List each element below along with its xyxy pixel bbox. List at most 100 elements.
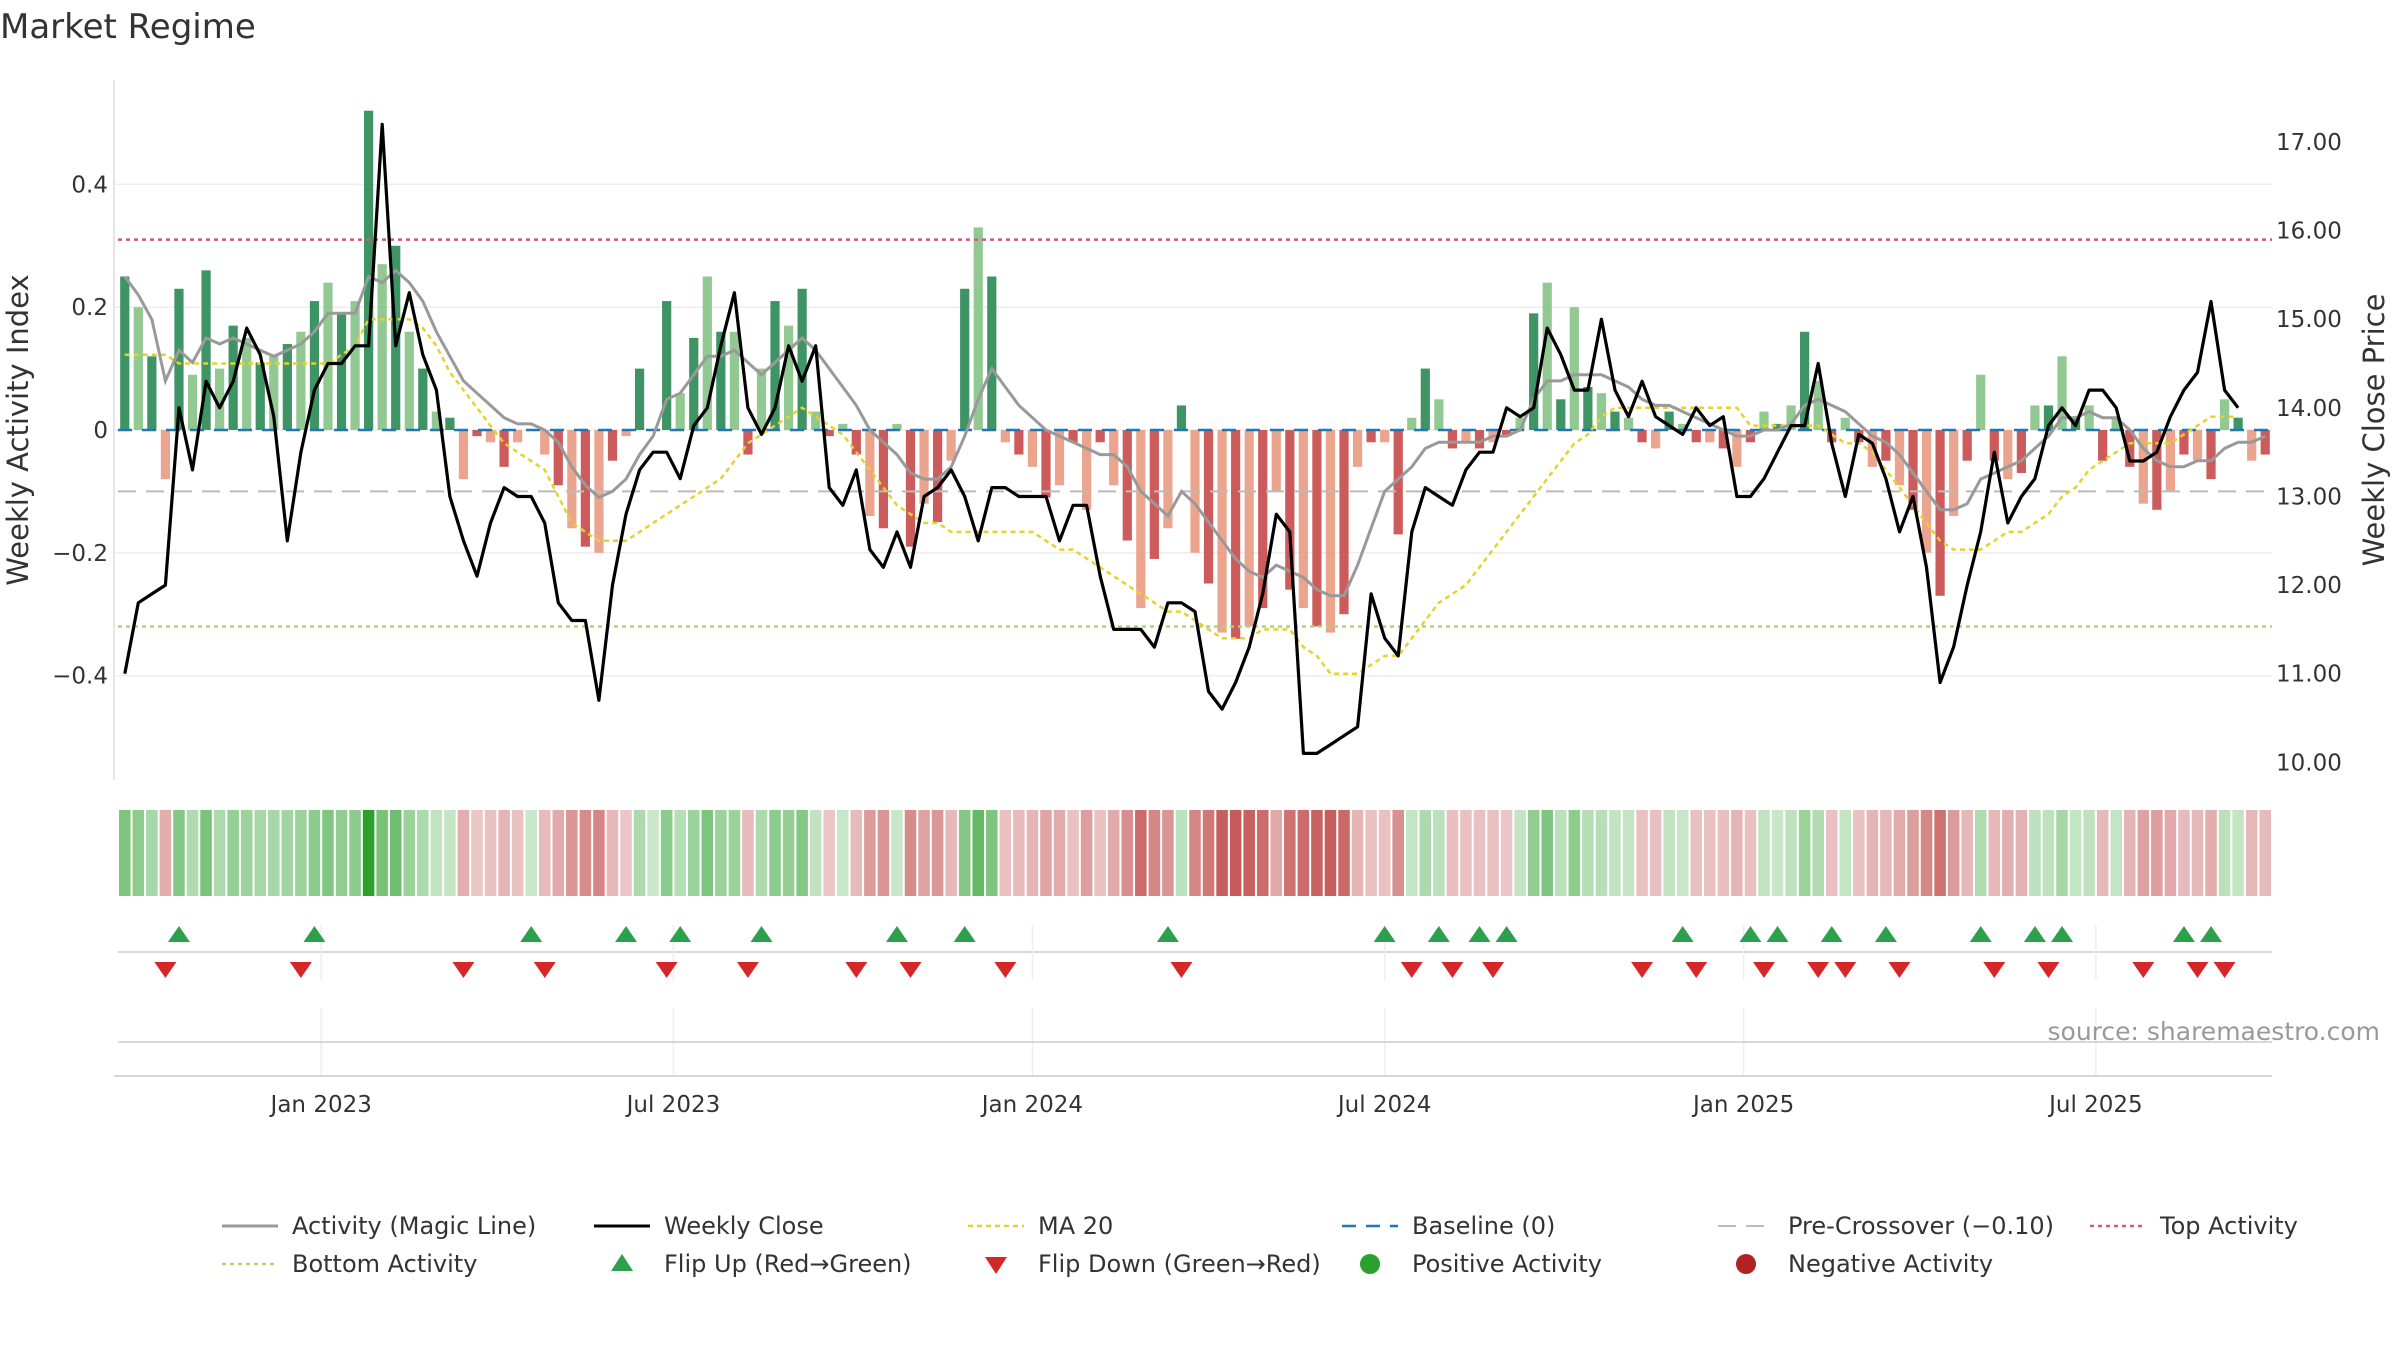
flip-up-marker-14 (1739, 926, 1762, 942)
flip-up-marker-3 (615, 926, 638, 942)
heat-cell-27 (484, 810, 497, 896)
flip-down-marker-12 (1482, 962, 1505, 978)
activity-bar-44 (716, 331, 726, 430)
flip-down-marker-10 (1400, 962, 1423, 978)
activity-magic-line (123, 268, 2266, 598)
heat-cell-158 (2259, 810, 2271, 896)
heat-cell-16 (335, 810, 348, 896)
activity-bar-122 (1772, 423, 1783, 430)
x-tick-label-2: Jan 2024 (980, 1092, 1083, 1118)
activity-bar-135 (1949, 430, 1959, 516)
heat-cell-35 (593, 810, 605, 896)
heat-cell-150 (2151, 810, 2163, 896)
legend-symbol-negative-activity (1736, 1254, 1756, 1274)
heat-cell-128 (1853, 810, 1865, 896)
x-axis: Jan 2023 Jul 2023 Jan 2024 Jul 2024 Jan 2025… (114, 1008, 2272, 1118)
flip-up-marker-8 (1156, 926, 1179, 942)
activity-bar-148 (2125, 430, 2135, 467)
activity-bar-98 (1447, 430, 1458, 449)
heat-cell-69 (1053, 810, 1066, 896)
activity-bar-76 (1149, 430, 1159, 559)
activity-bar-23 (431, 411, 441, 430)
heat-cell-107 (1568, 810, 1581, 896)
flip-down-marker-5 (736, 962, 759, 978)
heat-cell-82 (1229, 810, 1242, 896)
y-left-tick-label-1: 0.2 (71, 295, 108, 321)
activity-bar-81 (1217, 430, 1227, 633)
flip-up-marker-22 (2200, 926, 2223, 942)
activity-bar-72 (1095, 430, 1105, 443)
activity-bar-118 (1718, 430, 1728, 449)
heat-cell-143 (2056, 810, 2068, 896)
heat-cell-23 (430, 810, 443, 896)
activity-bar-99 (1461, 430, 1471, 443)
activity-bar-150 (2152, 430, 2162, 510)
activity-bar-29 (513, 430, 523, 443)
heat-cell-67 (1026, 810, 1039, 896)
heat-cell-0 (119, 810, 131, 896)
flip-up-marker-18 (1969, 926, 1992, 942)
heat-cell-139 (2002, 810, 2014, 896)
heat-cell-31 (538, 810, 551, 896)
activity-bar-117 (1705, 430, 1715, 443)
activity-bar-137 (1976, 374, 1986, 430)
heat-cell-111 (1622, 810, 1635, 896)
activity-bar-58 (905, 430, 916, 547)
activity-bar-147 (2111, 417, 2121, 430)
reference-lines (118, 238, 2272, 628)
flip-up-marker-10 (1427, 926, 1450, 942)
regime-heat-strip (119, 810, 2271, 896)
heat-cell-125 (1812, 810, 1824, 896)
heat-cell-148 (2123, 810, 2136, 896)
flip-down-marker-13 (1631, 962, 1654, 978)
ma20-line (124, 317, 2239, 675)
heat-cell-4 (173, 810, 185, 896)
heat-cell-104 (1527, 810, 1540, 896)
heat-cell-15 (322, 810, 334, 896)
activity-bar-12 (282, 344, 292, 430)
activity-bar-18 (364, 110, 374, 430)
flip-down-marker-23 (2213, 962, 2236, 978)
activity-bar-70 (1068, 430, 1078, 443)
heat-cell-114 (1663, 810, 1675, 896)
activity-bar-78 (1176, 405, 1187, 430)
activity-bar-66 (1014, 430, 1024, 455)
heat-cell-32 (552, 810, 565, 896)
activity-bar-16 (336, 313, 347, 430)
flip-down-marker-8 (994, 962, 1017, 978)
heat-cell-13 (295, 810, 307, 896)
activity-bar-60 (932, 430, 943, 523)
heat-cell-50 (796, 810, 808, 896)
heat-cell-109 (1595, 810, 1608, 896)
heat-cell-2 (146, 810, 158, 896)
heat-cell-102 (1500, 810, 1513, 896)
flip-down-marker-2 (452, 962, 475, 978)
heat-cell-134 (1934, 810, 1946, 896)
activity-bar-10 (255, 362, 265, 430)
heat-cell-5 (186, 810, 199, 896)
activity-bar-40 (662, 301, 672, 430)
activity-bar-152 (2179, 430, 2189, 455)
activity-bars (120, 110, 2270, 639)
legend-label-neg: Negative Activity (1788, 1250, 1993, 1278)
heat-cell-103 (1514, 810, 1526, 896)
activity-bar-121 (1759, 411, 1769, 430)
legend-label-bottom: Bottom Activity (292, 1250, 477, 1278)
heat-cell-123 (1785, 810, 1797, 896)
flip-down-marker-7 (899, 962, 922, 978)
heat-cell-26 (471, 810, 483, 896)
heat-cell-133 (1920, 810, 1933, 896)
heat-cell-77 (1162, 810, 1174, 896)
activity-bar-63 (973, 227, 983, 430)
heat-cell-97 (1433, 810, 1445, 896)
heat-cell-153 (2191, 810, 2204, 896)
activity-bar-125 (1813, 380, 1823, 430)
heat-cell-136 (1961, 810, 1973, 896)
series-lines (123, 122, 2266, 756)
activity-bar-130 (1881, 430, 1891, 461)
activity-bar-109 (1596, 393, 1607, 430)
activity-bar-142 (2043, 405, 2054, 430)
activity-bar-28 (499, 430, 509, 467)
heat-cell-132 (1907, 810, 1919, 896)
activity-bar-14 (309, 301, 320, 430)
